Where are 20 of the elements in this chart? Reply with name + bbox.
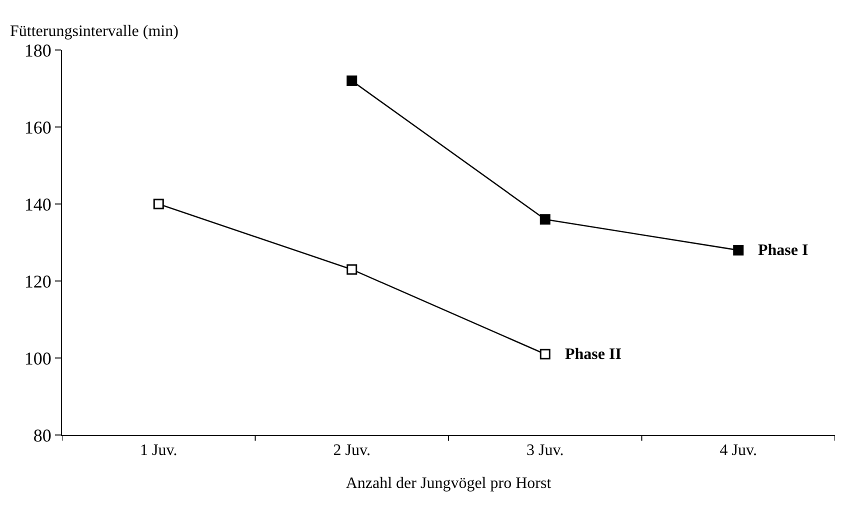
point: [346, 76, 358, 86]
y-tick-label: 180: [24, 40, 52, 60]
y-tick-label: 140: [24, 194, 52, 214]
point: [733, 244, 744, 256]
series-label: Phase II: [565, 346, 622, 363]
x-tick-label: 4 Juv.: [720, 442, 757, 460]
x-tick-label: 2 Juv.: [333, 442, 370, 460]
point: [153, 198, 164, 210]
point: [540, 348, 550, 360]
x-axis-title: Anzahl der Jungvögel pro Horst: [346, 474, 552, 492]
y-tick-label: 100: [24, 348, 52, 368]
point: [540, 214, 550, 225]
y-axis-title: Fütterungsintervalle (min): [10, 23, 178, 40]
x-tick-label: 3 Juv.: [526, 442, 564, 460]
y-tick-label: 80: [33, 425, 52, 446]
series-label: Phase I: [758, 242, 808, 259]
x-tick-label: 1 Juv.: [140, 442, 178, 460]
y-tick-label: 120: [24, 271, 52, 292]
y-tick-label: 160: [24, 117, 52, 138]
point: [346, 264, 358, 275]
